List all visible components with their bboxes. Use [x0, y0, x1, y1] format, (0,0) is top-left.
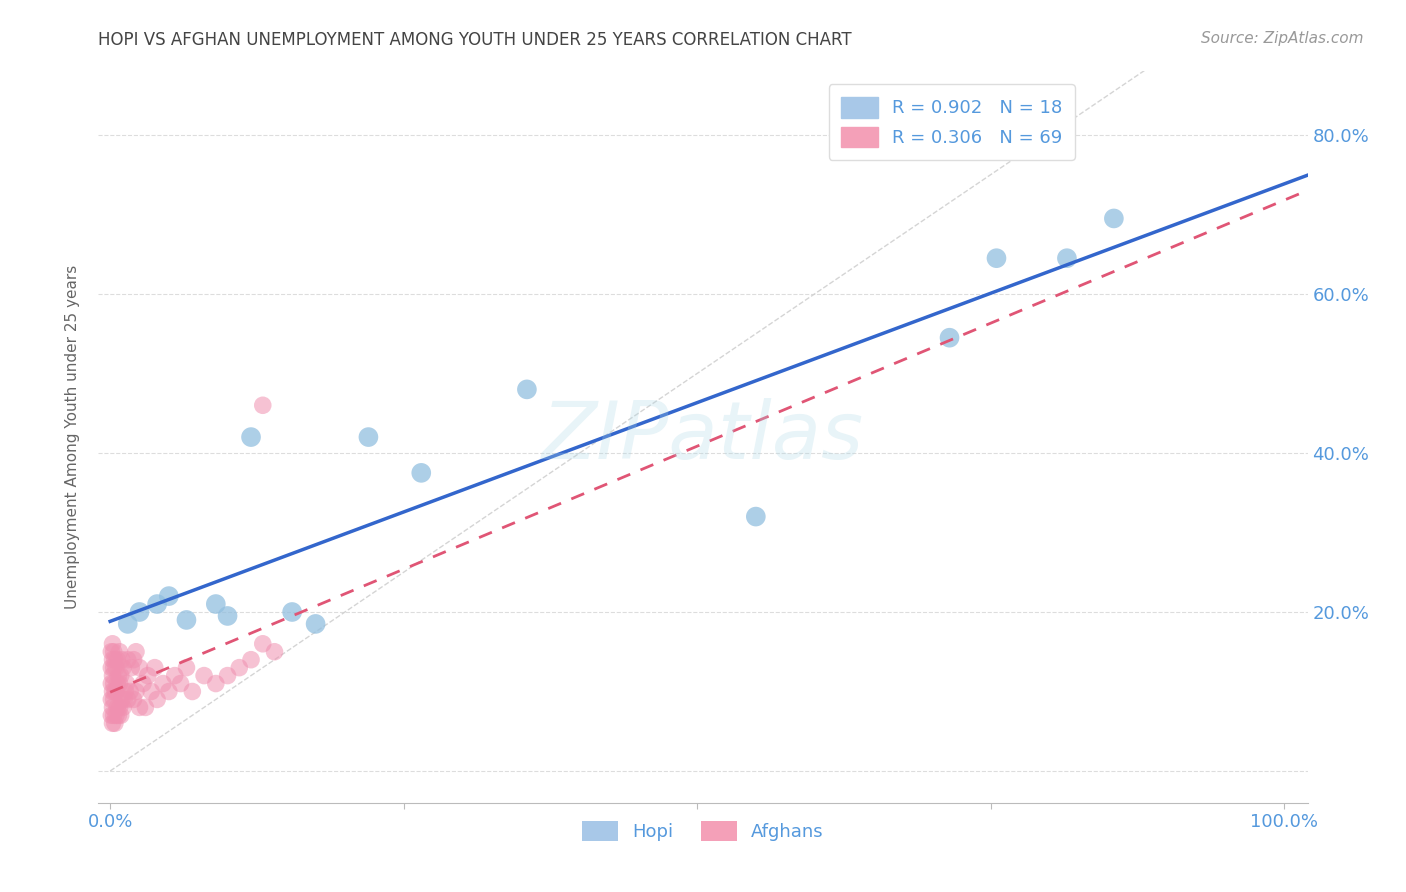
Point [745, 509, 768, 524]
Point [105, 676, 128, 690]
Point [938, 331, 960, 345]
Point [122, 653, 145, 667]
Point [134, 700, 156, 714]
Point [281, 605, 304, 619]
Point [101, 653, 124, 667]
Point [104, 684, 127, 698]
Point [112, 700, 135, 714]
Point [105, 660, 128, 674]
Point [100, 708, 122, 723]
Point [157, 589, 180, 603]
Point [263, 645, 285, 659]
Point [1056, 251, 1078, 265]
Point [204, 676, 226, 690]
Point [112, 692, 135, 706]
Point [411, 466, 433, 480]
Point [104, 653, 127, 667]
Point [100, 660, 122, 674]
Point [132, 676, 155, 690]
Point [128, 660, 150, 674]
Point [163, 668, 186, 682]
Point [176, 660, 198, 674]
Point [152, 676, 174, 690]
Point [103, 645, 125, 659]
Point [228, 660, 250, 674]
Point [181, 684, 204, 698]
Point [100, 676, 122, 690]
Point [136, 668, 159, 682]
Point [101, 668, 124, 682]
Point [217, 668, 239, 682]
Point [128, 700, 150, 714]
Point [143, 660, 166, 674]
Point [110, 668, 132, 682]
Point [103, 692, 125, 706]
Point [107, 668, 129, 682]
Point [217, 609, 239, 624]
Text: ZIPatlas: ZIPatlas [541, 398, 865, 476]
Point [125, 684, 148, 698]
Point [157, 684, 180, 698]
Point [117, 692, 139, 706]
Point [100, 645, 122, 659]
Point [103, 676, 125, 690]
Point [122, 692, 145, 706]
Point [115, 676, 138, 690]
Point [108, 676, 131, 690]
Point [240, 653, 263, 667]
Point [252, 398, 274, 412]
Point [103, 708, 125, 723]
Point [108, 700, 131, 714]
Point [100, 692, 122, 706]
Point [105, 684, 128, 698]
Point [176, 613, 198, 627]
Point [101, 700, 124, 714]
Point [111, 653, 134, 667]
Text: HOPI VS AFGHAN UNEMPLOYMENT AMONG YOUTH UNDER 25 YEARS CORRELATION CHART: HOPI VS AFGHAN UNEMPLOYMENT AMONG YOUTH … [98, 31, 852, 49]
Point [105, 708, 128, 723]
Point [169, 676, 191, 690]
Point [114, 684, 136, 698]
Point [146, 692, 169, 706]
Point [125, 645, 148, 659]
Point [101, 637, 124, 651]
Legend: Hopi, Afghans: Hopi, Afghans [575, 814, 831, 848]
Point [117, 653, 139, 667]
Point [141, 684, 163, 698]
Point [204, 597, 226, 611]
Point [146, 597, 169, 611]
Point [120, 660, 142, 674]
Point [103, 660, 125, 674]
Point [240, 430, 263, 444]
Point [252, 637, 274, 651]
Point [357, 430, 380, 444]
Point [1102, 211, 1125, 226]
Point [101, 716, 124, 731]
Point [112, 660, 135, 674]
Point [107, 708, 129, 723]
Point [108, 645, 131, 659]
Point [111, 692, 134, 706]
Y-axis label: Unemployment Among Youth under 25 years: Unemployment Among Youth under 25 years [65, 265, 80, 609]
Point [105, 700, 128, 714]
Point [117, 616, 139, 631]
Point [105, 653, 128, 667]
Point [193, 668, 215, 682]
Point [101, 684, 124, 698]
Text: Source: ZipAtlas.com: Source: ZipAtlas.com [1201, 31, 1364, 46]
Point [120, 684, 142, 698]
Point [516, 383, 538, 397]
Point [304, 616, 326, 631]
Point [986, 251, 1008, 265]
Point [110, 708, 132, 723]
Point [128, 605, 150, 619]
Point [104, 716, 127, 731]
